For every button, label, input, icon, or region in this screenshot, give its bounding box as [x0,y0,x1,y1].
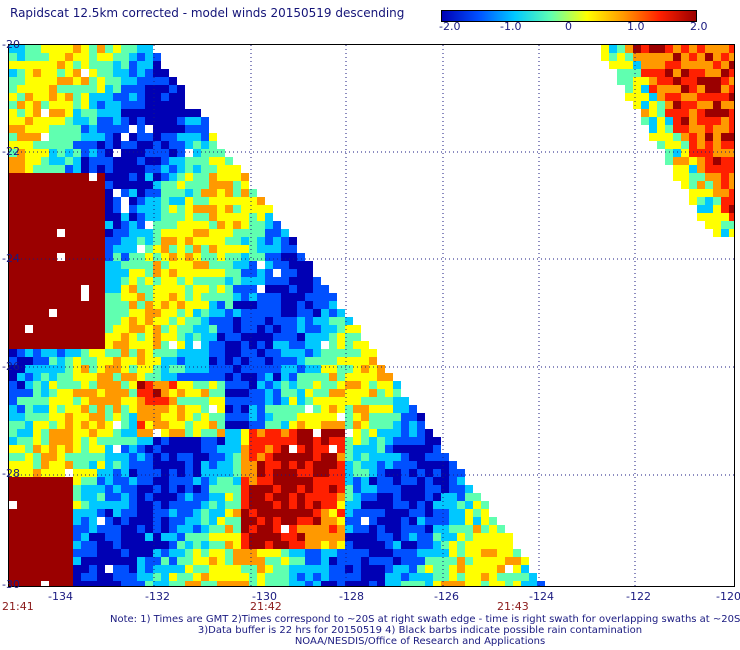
lat-labels: -20 -22 -24 -26 -28 -30 [0,0,40,600]
lat-tick: -30 [2,578,20,591]
lon-tick: -126 [434,590,459,603]
time-tick: 21:42 [250,600,282,613]
lon-tick: -124 [529,590,554,603]
lon-tick: -120 [716,590,740,603]
time-labels: 21:41 21:42 21:43 [0,600,740,614]
lat-tick: -26 [2,360,20,373]
colorbar [441,10,697,22]
colorbar-tick: -2.0 [439,20,461,33]
lon-labels: -134 -132 -130 -128 -126 -124 -122 -120 [0,590,740,604]
time-tick: 21:41 [2,600,34,613]
map-title: Rapidscat 12.5km corrected - model winds… [10,6,405,20]
time-tick: 21:43 [497,600,529,613]
colorbar-tick: 2.0 [690,20,708,33]
lat-tick: -28 [2,467,20,480]
lat-tick: -22 [2,145,20,158]
colorbar-tick-labels: -2.0 -1.0 0 1.0 2.0 [420,20,720,34]
lon-tick: -130 [252,590,277,603]
colorbar-tick: 0 [565,20,572,33]
lon-tick: -122 [626,590,651,603]
lat-tick: -20 [2,38,20,51]
lon-tick: -132 [145,590,170,603]
footnotes: Note: 1) Times are GMT 2)Times correspon… [110,614,740,647]
lon-tick: -128 [339,590,364,603]
colorbar-tick: 1.0 [627,20,645,33]
footnote-line: 3)Data buffer is 22 hrs for 20150519 4) … [197,625,643,636]
lon-tick: -134 [48,590,73,603]
colorbar-tick: -1.0 [500,20,522,33]
lat-tick: -24 [2,252,20,265]
footnote-line: Note: 1) Times are GMT 2)Times correspon… [110,614,740,625]
wind-difference-map [8,44,737,589]
footnote-line: NOAA/NESDIS/Office of Research and Appli… [294,636,546,647]
map-canvas [9,45,737,589]
